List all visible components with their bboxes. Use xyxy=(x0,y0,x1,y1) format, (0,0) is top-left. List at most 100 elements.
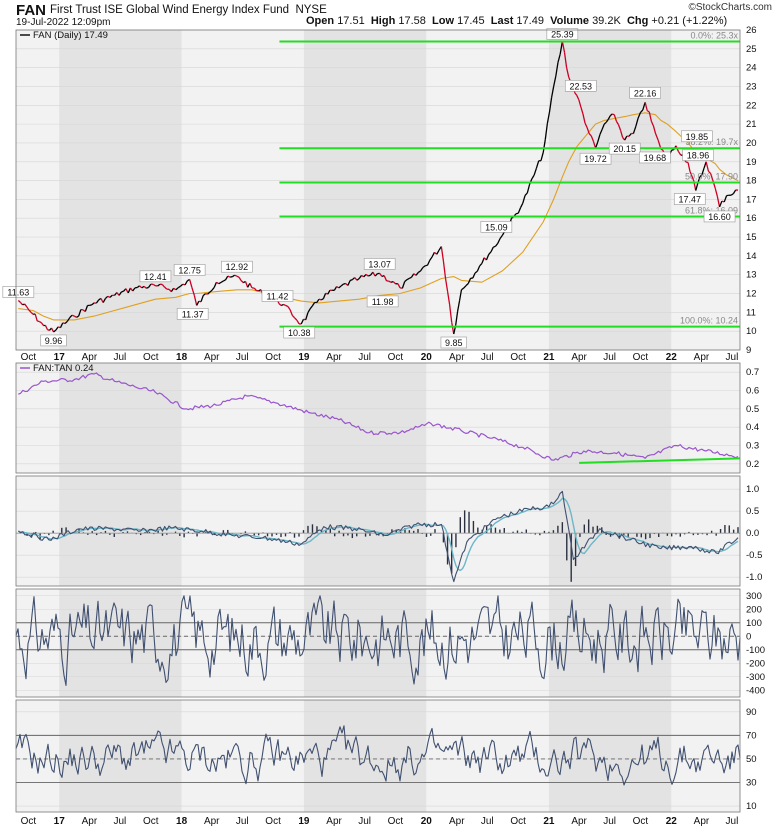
y-tick-label: 24 xyxy=(746,63,757,74)
price-segment xyxy=(580,106,584,115)
ticker-symbol[interactable]: FAN xyxy=(16,2,46,19)
price-segment xyxy=(327,289,331,295)
x-tick-month: Jul xyxy=(236,816,249,827)
open-value: 17.51 xyxy=(337,15,365,27)
price-segment xyxy=(102,298,107,303)
annotation-label: 18.96 xyxy=(687,151,710,161)
price-segment xyxy=(540,152,544,161)
price-segment xyxy=(202,293,206,296)
price-segment xyxy=(175,287,179,291)
price-segment xyxy=(648,111,653,122)
quote-summary: Open 17.51 High 17.58 Low 17.45 Last 17.… xyxy=(306,15,727,27)
annotation-box xyxy=(681,130,713,143)
price-segment xyxy=(710,173,714,181)
high-label: High xyxy=(370,15,396,27)
x-tick-month: Jul xyxy=(236,352,249,363)
annotation-box xyxy=(639,151,671,164)
annotation-label: 10.38 xyxy=(288,328,311,338)
open-label: Open xyxy=(306,15,335,27)
price-segment xyxy=(100,298,104,303)
price-segment xyxy=(461,287,465,291)
price-segment xyxy=(218,281,222,285)
price-segment xyxy=(30,311,34,315)
year-band xyxy=(59,363,182,473)
x-tick-month: Jul xyxy=(726,816,739,827)
price-segment xyxy=(557,54,561,63)
price-segment xyxy=(576,95,580,101)
x-tick-month: Oct xyxy=(388,816,404,827)
y-tick-label: 50 xyxy=(746,754,757,765)
price-segment xyxy=(193,295,198,306)
annotation-box xyxy=(221,260,253,273)
price-segment xyxy=(121,290,124,293)
price-segment xyxy=(309,305,313,310)
price-segment xyxy=(687,162,691,172)
price-segment xyxy=(136,285,140,289)
price-segment xyxy=(50,327,55,333)
price-segment xyxy=(716,196,721,208)
chg-value: +0.21 (+1.22%) xyxy=(651,15,728,27)
quote-date: 19-Jul-2022 12:09pm xyxy=(16,17,111,28)
price-segment xyxy=(22,303,25,306)
annotation-box xyxy=(173,264,206,276)
price-segment xyxy=(472,272,476,279)
price-segment xyxy=(224,275,229,281)
panel-border-macd xyxy=(15,475,741,587)
y-tick-label: 13 xyxy=(746,270,757,281)
y-tick-label: 10 xyxy=(746,801,757,812)
price-segment xyxy=(584,122,588,128)
x-tick-month: Apr xyxy=(204,352,220,363)
y-tick-label: 26 xyxy=(746,25,757,36)
annotation-label: 13.07 xyxy=(368,259,391,269)
annotation-label: 15.09 xyxy=(485,222,508,232)
x-tick-year: 17 xyxy=(54,816,66,827)
price-segment xyxy=(17,300,21,303)
y-tick-label: 0.2 xyxy=(746,459,759,470)
y-tick-label: 20 xyxy=(746,138,757,149)
x-tick-month: Jul xyxy=(481,816,494,827)
price-segment xyxy=(601,123,605,130)
price-segment xyxy=(522,195,526,204)
price-segment xyxy=(336,285,340,289)
price-segment xyxy=(607,115,611,120)
price-segment xyxy=(619,130,624,138)
price-segment xyxy=(64,320,68,324)
price-segment xyxy=(615,120,620,125)
price-segment xyxy=(526,184,531,194)
price-segment xyxy=(161,283,166,288)
price-segment xyxy=(89,304,93,307)
price-segment xyxy=(485,254,490,261)
price-segment xyxy=(26,306,30,311)
last-label: Last xyxy=(490,15,514,27)
price-segment xyxy=(519,202,524,208)
price-segment xyxy=(550,86,555,98)
year-band xyxy=(303,589,427,697)
y-tick-label: 0.6 xyxy=(746,386,759,397)
price-segment xyxy=(493,245,496,248)
annotation-box xyxy=(2,286,35,298)
year-band xyxy=(303,30,427,350)
price-segment xyxy=(463,285,467,289)
price-segment xyxy=(594,141,599,149)
price-segment xyxy=(289,309,293,316)
price-segment xyxy=(311,302,316,307)
price-segment xyxy=(19,301,24,306)
price-segment xyxy=(294,317,298,321)
annotation-label: 9.96 xyxy=(45,336,63,346)
price-segment xyxy=(592,141,597,149)
ratio-legend: FAN:TAN 0.24 xyxy=(33,363,94,374)
price-segment xyxy=(62,322,66,325)
annotation-label: 25.39 xyxy=(551,29,574,39)
price-segment xyxy=(644,102,648,111)
year-band xyxy=(59,30,182,350)
price-segment xyxy=(721,200,725,203)
price-segment xyxy=(582,113,586,124)
price-segment xyxy=(650,120,655,127)
annotation-box xyxy=(283,326,316,339)
price-segment xyxy=(588,133,592,137)
annotation-label: 12.75 xyxy=(178,265,201,275)
price-segment xyxy=(590,135,595,142)
annotation-box xyxy=(440,336,467,349)
x-tick-month: Apr xyxy=(326,352,342,363)
